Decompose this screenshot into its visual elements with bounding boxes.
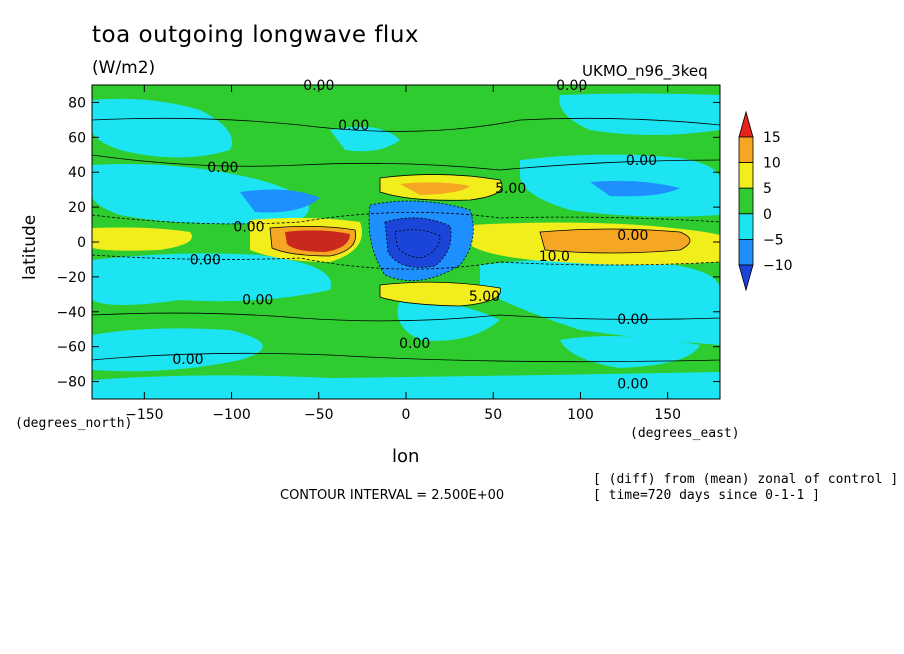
colorbar-arrow-top — [738, 110, 754, 138]
note-time: [ time=720 days since 0-1-1 ] — [593, 488, 820, 503]
colorbar-box — [738, 136, 754, 164]
model-name: UKMO_n96_3keq — [582, 62, 708, 80]
x-tick-label: −100 — [212, 407, 250, 423]
y-tick-label: 80 — [68, 95, 86, 111]
colorbar-label: 0 — [763, 207, 772, 223]
note-diff: [ (diff) from (mean) zonal of control ] — [593, 472, 899, 487]
colorbar-label: −5 — [763, 232, 784, 248]
y-tick-label: −60 — [56, 340, 86, 356]
x-axis-label: lon — [392, 446, 420, 467]
x-tick-label: 0 — [402, 407, 411, 423]
x-tick-label: −50 — [304, 407, 334, 423]
x-axis: −150 −100 −50 0 50 100 150 — [125, 85, 681, 423]
contour-label: 0.00 — [617, 312, 648, 328]
colorbar-label: 5 — [763, 181, 772, 197]
contour-label: 0.00 — [207, 160, 238, 176]
contour-label: 10.0 — [539, 249, 570, 265]
contour-label: 0.00 — [190, 252, 221, 268]
contour-labels: 0.00 0.00 0.00 0.00 0.00 0.00 0.00 0.00 0.00 5.00… — [172, 78, 657, 392]
contour-lines — [92, 117, 720, 363]
red-regions — [285, 230, 350, 252]
colorbar-box — [738, 187, 754, 215]
contour-label: 0.00 — [399, 336, 430, 352]
x-tick-label: −150 — [125, 407, 163, 423]
contour-label: 0.00 — [556, 78, 587, 94]
y-tick-label: −40 — [56, 305, 86, 321]
colorbar: 15 10 5 0 −5 −10 — [738, 110, 793, 292]
contour-label: 0.00 — [242, 293, 273, 309]
colorbar-label: 15 — [763, 130, 781, 146]
y-tick-label: 40 — [68, 165, 86, 181]
colorbar-label: 10 — [763, 156, 781, 172]
x-tick-label: 100 — [567, 407, 594, 423]
y-tick-label: −20 — [56, 270, 86, 286]
y-axis-units: (degrees_north) — [15, 416, 133, 431]
contour-label: 0.00 — [303, 78, 334, 94]
contour-label: 0.00 — [233, 219, 264, 235]
contour-label: 0.00 — [626, 153, 657, 169]
contour-label: 0.00 — [172, 352, 203, 368]
contour-label: 0.00 — [617, 376, 648, 392]
y-axis: 80 60 40 20 0 −20 −40 −60 −80 — [56, 95, 720, 391]
colorbar-box — [738, 213, 754, 240]
colorbar-box — [738, 162, 754, 189]
colorbar-arrow-bottom — [738, 264, 754, 292]
y-tick-label: 60 — [68, 130, 86, 146]
contour-label: 0.00 — [617, 228, 648, 244]
x-tick-label: 50 — [484, 407, 502, 423]
colorbar-label: −10 — [763, 258, 793, 274]
contour-label: 0.00 — [338, 118, 369, 134]
y-tick-label: 0 — [77, 235, 86, 251]
dark-blue-regions — [385, 217, 451, 268]
x-axis-units: (degrees_east) — [630, 426, 740, 441]
contour-interval: CONTOUR INTERVAL = 2.500E+00 — [280, 488, 505, 503]
x-tick-label: 150 — [654, 407, 681, 423]
colorbar-box — [738, 238, 754, 266]
chart-units: (W/m2) — [92, 58, 156, 78]
contour-label: 5.00 — [469, 289, 500, 305]
filled-contours — [92, 85, 720, 399]
contour-label: 5.00 — [495, 181, 526, 197]
y-tick-label: 20 — [68, 200, 86, 216]
cyan-regions — [92, 93, 720, 399]
chart-title: toa outgoing longwave flux — [92, 22, 420, 48]
y-tick-label: −80 — [56, 375, 86, 391]
